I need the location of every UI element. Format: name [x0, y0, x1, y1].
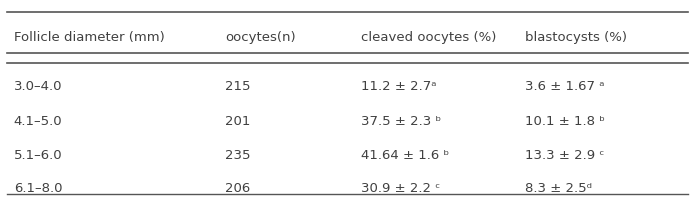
Text: 5.1–6.0: 5.1–6.0: [14, 149, 63, 162]
Text: 30.9 ± 2.2 ᶜ: 30.9 ± 2.2 ᶜ: [361, 182, 441, 195]
Text: Follicle diameter (mm): Follicle diameter (mm): [14, 31, 165, 44]
Text: blastocysts (%): blastocysts (%): [525, 31, 627, 44]
Text: 41.64 ± 1.6 ᵇ: 41.64 ± 1.6 ᵇ: [361, 149, 450, 162]
Text: 6.1–8.0: 6.1–8.0: [14, 182, 63, 195]
Text: 13.3 ± 2.9 ᶜ: 13.3 ± 2.9 ᶜ: [525, 149, 604, 162]
Text: 206: 206: [225, 182, 250, 195]
Text: 8.3 ± 2.5ᵈ: 8.3 ± 2.5ᵈ: [525, 182, 591, 195]
Text: cleaved oocytes (%): cleaved oocytes (%): [361, 31, 496, 44]
Text: 4.1–5.0: 4.1–5.0: [14, 115, 63, 128]
Text: 201: 201: [225, 115, 250, 128]
Text: 11.2 ± 2.7ᵃ: 11.2 ± 2.7ᵃ: [361, 80, 436, 93]
Text: 37.5 ± 2.3 ᵇ: 37.5 ± 2.3 ᵇ: [361, 115, 441, 128]
Text: 3.6 ± 1.67 ᵃ: 3.6 ± 1.67 ᵃ: [525, 80, 604, 93]
Text: 3.0–4.0: 3.0–4.0: [14, 80, 63, 93]
Text: 235: 235: [225, 149, 250, 162]
Text: oocytes(n): oocytes(n): [225, 31, 295, 44]
Text: 10.1 ± 1.8 ᵇ: 10.1 ± 1.8 ᵇ: [525, 115, 605, 128]
Text: 215: 215: [225, 80, 250, 93]
